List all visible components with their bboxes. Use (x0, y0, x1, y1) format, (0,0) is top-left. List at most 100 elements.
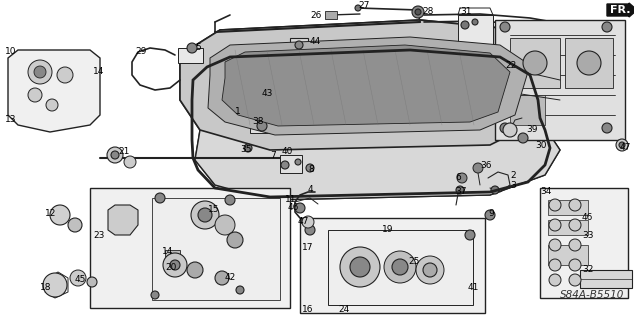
Text: 43: 43 (262, 89, 273, 98)
Text: 27: 27 (358, 2, 370, 11)
Circle shape (549, 259, 561, 271)
Circle shape (415, 9, 421, 15)
Circle shape (43, 273, 67, 297)
Text: 20: 20 (165, 263, 176, 273)
Circle shape (549, 219, 561, 231)
Circle shape (50, 205, 70, 225)
Circle shape (456, 186, 464, 194)
Text: 19: 19 (382, 226, 394, 235)
Circle shape (227, 232, 243, 248)
Circle shape (355, 5, 361, 11)
Circle shape (473, 163, 483, 173)
Circle shape (281, 161, 289, 169)
Circle shape (111, 151, 119, 159)
Text: 1: 1 (235, 108, 241, 116)
Text: FR.: FR. (610, 5, 630, 15)
Text: 7: 7 (270, 151, 276, 161)
Bar (280, 155, 302, 173)
Circle shape (569, 239, 581, 251)
Bar (325, 11, 337, 19)
Text: 2: 2 (510, 171, 515, 180)
Circle shape (306, 164, 314, 172)
Circle shape (569, 259, 581, 271)
Text: 11: 11 (285, 196, 297, 204)
Text: 32: 32 (582, 266, 593, 275)
Circle shape (340, 247, 380, 287)
Text: 13: 13 (5, 116, 16, 124)
Bar (328, 230, 473, 305)
Circle shape (28, 88, 42, 102)
Circle shape (619, 142, 625, 148)
Bar (495, 20, 625, 140)
Circle shape (569, 274, 581, 286)
Text: 14: 14 (93, 68, 105, 76)
Bar (548, 200, 588, 215)
Circle shape (465, 230, 475, 240)
Circle shape (57, 67, 73, 83)
Circle shape (215, 215, 235, 235)
Text: 12: 12 (45, 209, 56, 218)
Bar (178, 48, 203, 63)
Circle shape (155, 193, 165, 203)
Text: 8: 8 (308, 165, 314, 174)
Text: 34: 34 (540, 188, 552, 196)
Circle shape (124, 156, 136, 168)
Bar (548, 245, 588, 265)
Polygon shape (222, 45, 510, 126)
Text: 21: 21 (118, 148, 129, 156)
Circle shape (412, 6, 424, 18)
Circle shape (569, 219, 581, 231)
Circle shape (602, 123, 612, 133)
Circle shape (302, 216, 314, 228)
Text: 40: 40 (282, 148, 294, 156)
Circle shape (549, 274, 561, 286)
Polygon shape (108, 205, 138, 235)
Text: 37: 37 (455, 188, 467, 196)
Circle shape (112, 212, 124, 224)
Polygon shape (180, 20, 560, 150)
Circle shape (70, 270, 86, 286)
Text: 46: 46 (288, 204, 299, 212)
Text: 26: 26 (310, 12, 321, 20)
Circle shape (472, 19, 478, 25)
Text: 39: 39 (526, 125, 538, 134)
Text: 24: 24 (338, 306, 349, 315)
Text: 36: 36 (480, 161, 491, 170)
Circle shape (305, 225, 315, 235)
Circle shape (257, 121, 267, 131)
Text: 28: 28 (422, 7, 434, 17)
Bar (90, 188, 290, 308)
Circle shape (295, 41, 303, 49)
Circle shape (602, 22, 612, 32)
Text: 16: 16 (302, 306, 313, 315)
Text: 6: 6 (455, 173, 461, 182)
Text: 38: 38 (252, 117, 264, 126)
Circle shape (423, 263, 437, 277)
Circle shape (616, 139, 628, 151)
Text: 47: 47 (298, 218, 309, 227)
Circle shape (34, 66, 46, 78)
Bar (290, 38, 308, 53)
Text: 10: 10 (5, 47, 16, 57)
Text: 4: 4 (308, 186, 314, 195)
Circle shape (87, 277, 97, 287)
Text: 44: 44 (310, 37, 321, 46)
Circle shape (523, 51, 547, 75)
Circle shape (549, 199, 561, 211)
Text: 18: 18 (40, 284, 51, 292)
Circle shape (485, 210, 495, 220)
Circle shape (416, 256, 444, 284)
Text: 3: 3 (510, 180, 515, 189)
Circle shape (191, 201, 219, 229)
Bar (458, 15, 493, 45)
Circle shape (151, 291, 159, 299)
Circle shape (295, 203, 305, 213)
Circle shape (68, 218, 82, 232)
Circle shape (491, 186, 499, 194)
Polygon shape (208, 37, 530, 135)
Text: 14: 14 (162, 247, 173, 257)
Circle shape (295, 159, 301, 165)
Circle shape (236, 286, 244, 294)
Bar (565, 38, 613, 88)
Text: 42: 42 (225, 274, 236, 283)
